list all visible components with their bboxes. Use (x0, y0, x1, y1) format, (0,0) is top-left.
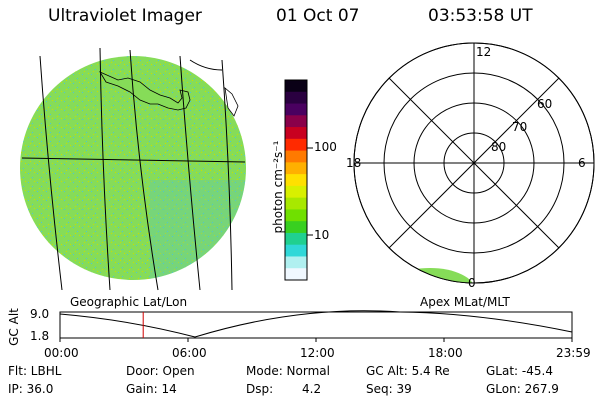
colorbar-segment (285, 150, 307, 163)
mode-status: Mode: Normal (246, 364, 330, 378)
time-label: 03:53:58 UT (428, 6, 533, 26)
door-status: Door: Open (126, 364, 195, 378)
colorbar-border (284, 79, 308, 281)
date-label: 01 Oct 07 (276, 6, 360, 26)
altitude-x-tick-1: 06:00 (172, 346, 207, 360)
mlt-label-6: 6 (578, 156, 586, 170)
altitude-x-tick-3: 18:00 (428, 346, 463, 360)
gain-status: Gain: 14 (126, 382, 177, 396)
mlat-label-80: 80 (491, 140, 507, 154)
apex-label: Apex MLat/MLT (420, 295, 510, 309)
colorbar-segment (285, 138, 307, 152)
colorbar-segment (285, 209, 307, 222)
mlat-label-70: 70 (512, 120, 528, 134)
geographic-disk (20, 47, 246, 291)
ip-status: IP: 36.0 (8, 382, 54, 396)
filter-status: Flt: LBHL (8, 364, 62, 378)
colorbar-segment (285, 197, 307, 210)
mlt-label-12: 12 (476, 45, 492, 59)
altitude-x-ticks (59, 338, 573, 342)
altitude-curve (59, 310, 573, 338)
colorbar-tick-10: 10 (314, 228, 330, 242)
altitude-x-tick-4: 23:59 (556, 346, 591, 360)
colorbar-segment (285, 80, 307, 93)
colorbar-segment (285, 127, 307, 140)
instrument-title: Ultraviolet Imager (48, 6, 202, 26)
seq-status: Seq: 39 (366, 382, 412, 396)
altitude-x-tick-0: 00:00 (44, 346, 79, 360)
colorbar-ticks (307, 147, 313, 236)
altitude-y-low: 1.8 (30, 329, 50, 343)
altitude-axis-label: GC Alt (7, 308, 21, 346)
polar-plot (353, 42, 595, 284)
colorbar-segment (285, 162, 307, 175)
graticule-lines (21, 47, 246, 291)
gc-alt-status: GC Alt: 5.4 Re (366, 364, 450, 378)
colorbar-segment (285, 244, 307, 257)
colorbar-segment (285, 221, 307, 234)
coastline (99, 71, 191, 111)
colorbar-segment (285, 256, 307, 269)
colorbar-tick-100: 100 (314, 140, 337, 154)
colorbar (284, 79, 308, 281)
glon-status: GLon: 267.9 (486, 382, 559, 396)
geographic-label: Geographic Lat/Lon (70, 295, 188, 309)
colorbar-segment (285, 103, 307, 116)
mlt-label-0: 0 (468, 276, 476, 290)
colorbar-segment (285, 232, 307, 246)
colorbar-segment (285, 185, 307, 199)
colorbar-unit-label: photon cm⁻²s⁻¹ (271, 140, 285, 234)
dsp-label: Dsp: (246, 382, 274, 396)
mlt-label-18: 18 (346, 156, 362, 170)
mlat-label-60: 60 (537, 97, 553, 111)
altitude-x-tick-2: 12:00 (300, 346, 335, 360)
colorbar-segment (285, 91, 307, 105)
colorbar-segment (285, 268, 307, 281)
altitude-plot (59, 310, 573, 342)
colorbar-segment (285, 115, 307, 128)
colorbar-segment (285, 174, 307, 187)
dsp-value: 4.2 (302, 382, 322, 396)
glat-status: GLat: -45.4 (486, 364, 553, 378)
altitude-y-high: 9.0 (30, 307, 50, 321)
